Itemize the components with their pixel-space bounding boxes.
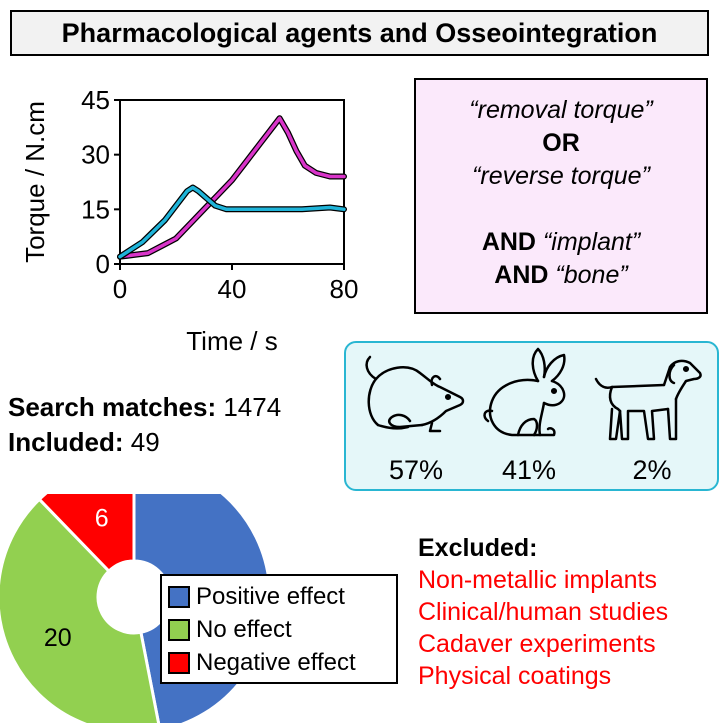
legend-swatch-positive <box>168 585 190 608</box>
diagram-title: Pharmacological agents and Osseointegrat… <box>10 10 709 56</box>
legend-label-none: No effect <box>196 615 292 643</box>
legend-label-positive: Positive effect <box>196 582 345 610</box>
search-matches-value: 1474 <box>223 392 282 422</box>
torque-time-chart: 0 15 30 45 0 40 80 Torque / N.cm Time / s <box>20 85 359 356</box>
series-outline-cyan <box>117 184 347 260</box>
x-tick-label: 40 <box>218 274 247 304</box>
series-line-magenta <box>118 116 346 259</box>
series-outline-magenta <box>117 115 347 260</box>
legend-item-none: No effect <box>168 613 396 646</box>
query-and-implant: AND “implant” <box>416 226 706 259</box>
legend-item-negative: Negative effect <box>168 646 396 679</box>
query-term-bone: “bone” <box>555 261 628 289</box>
excluded-criteria: Excluded: Non-metallic implants Clinical… <box>418 532 668 692</box>
pie-slice-no-effect <box>0 497 161 723</box>
excluded-item: Cadaver experiments <box>418 630 656 658</box>
pie-value-label: 20 <box>44 624 72 652</box>
legend-swatch-negative <box>168 651 190 674</box>
plot-area-frame <box>119 99 345 265</box>
legend-swatch-none <box>168 618 190 641</box>
query-and-bone: AND “bone” <box>416 259 706 292</box>
included-line: Included: 49 <box>8 427 160 458</box>
y-tick-label: 30 <box>81 140 110 170</box>
dog-percentage: 2% <box>632 455 672 485</box>
search-query-box: “removal torque” OR “reverse torque” AND… <box>414 78 708 314</box>
excluded-heading: Excluded: <box>418 534 538 562</box>
query-term-removal-torque: “removal torque” <box>469 96 653 124</box>
rat-icon <box>365 355 465 433</box>
search-matches-label: Search matches: <box>8 392 217 422</box>
query-term-implant: “implant” <box>542 228 641 256</box>
search-matches-line: Search matches: 1474 <box>8 392 281 423</box>
query-operator-or: OR <box>542 129 580 157</box>
rabbit-percentage: 41% <box>501 455 557 485</box>
legend-item-positive: Positive effect <box>168 580 396 613</box>
pie-slice-negative-effect <box>37 494 136 574</box>
animal-models-box: 57% 41% 2% <box>344 341 719 491</box>
query-term-reverse-torque: “reverse torque” <box>472 162 650 190</box>
x-axis-label: Time / s <box>186 326 277 356</box>
y-tick-label: 45 <box>81 85 110 115</box>
excluded-item: Clinical/human studies <box>418 598 669 626</box>
y-tick-label: 15 <box>81 194 110 224</box>
query-operator-and: AND <box>494 261 549 289</box>
y-axis-label: Torque / N.cm <box>20 101 50 263</box>
y-tick-label: 0 <box>96 249 110 279</box>
series-line-cyan <box>118 185 346 259</box>
included-label: Included: <box>8 427 124 457</box>
pie-value-label: 6 <box>95 504 109 532</box>
legend-label-negative: Negative effect <box>196 648 356 676</box>
pie-legend: Positive effect No effect Negative effec… <box>160 574 398 684</box>
included-value: 49 <box>130 427 160 457</box>
rabbit-icon <box>483 347 566 437</box>
rat-percentage: 57% <box>388 455 444 485</box>
excluded-item: Physical coatings <box>418 662 612 690</box>
excluded-item: Non-metallic implants <box>418 566 657 594</box>
x-tick-label: 0 <box>113 274 127 304</box>
dog-icon <box>594 359 702 441</box>
query-operator-and: AND <box>481 228 536 256</box>
x-tick-label: 80 <box>330 274 359 304</box>
